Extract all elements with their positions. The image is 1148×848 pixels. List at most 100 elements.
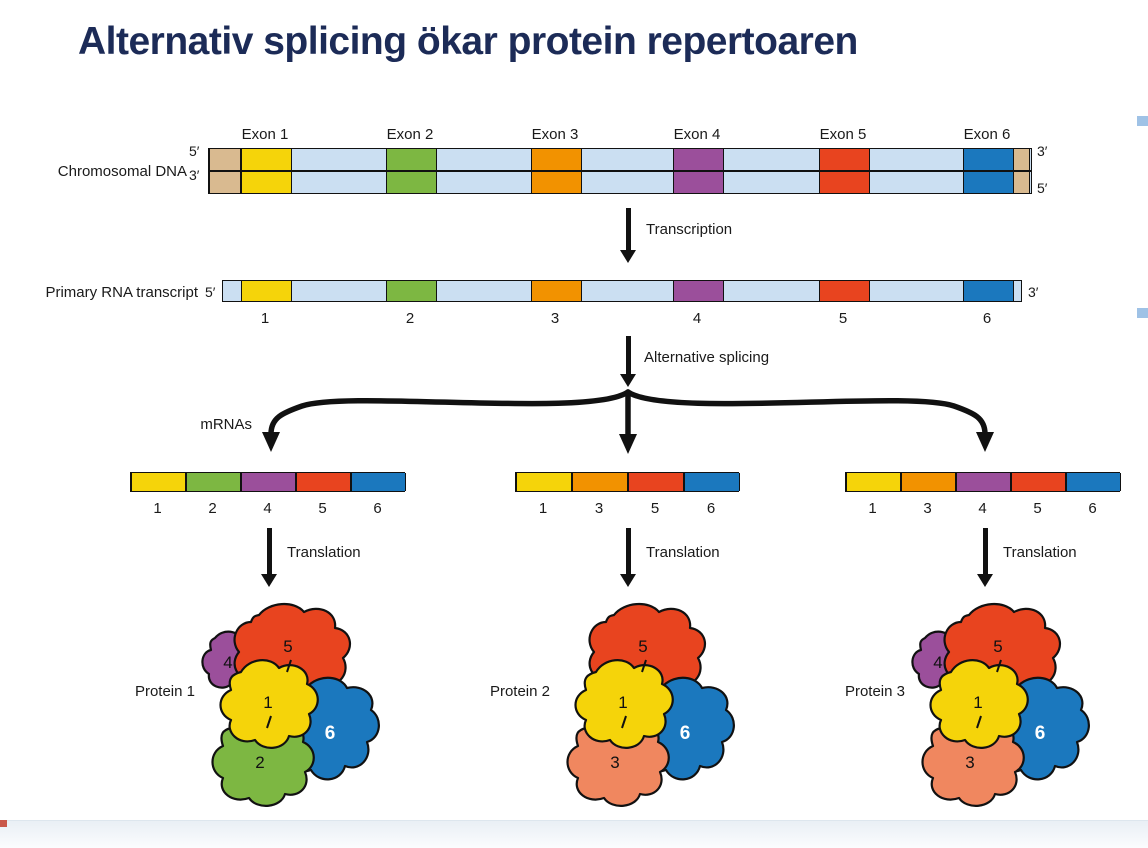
mrna-1-exon-number-5: 5 <box>318 500 327 517</box>
mrna-1-exon-number-4: 4 <box>263 500 272 517</box>
mrna-2-exon-number-5: 5 <box>650 500 660 517</box>
translation-label-1: Translation <box>287 544 361 561</box>
mrna-bar-1 <box>130 472 406 492</box>
rna-exon-4 <box>672 281 724 301</box>
protein-3-subunit-number-5: 5 <box>993 637 1002 656</box>
mrna-3-exon-number-6: 6 <box>1088 500 1097 517</box>
translation-label-2: Translation <box>646 544 720 561</box>
mrna-3-exon-number-3: 3 <box>923 500 932 517</box>
protein-2-subunit-number-1: 1 <box>618 693 627 712</box>
exon-label-5: Exon 5 <box>819 126 867 143</box>
rna-exon-number-4: 4 <box>692 310 702 327</box>
branch-left-arrowhead <box>262 432 280 452</box>
transcription-label: Transcription <box>646 221 733 238</box>
protein-2-subunit-1 <box>574 659 674 749</box>
protein-1-subunit-1 <box>219 659 319 749</box>
protein-2-crease-mark-5 <box>641 659 647 673</box>
protein-3-crease-mark-5 <box>996 659 1002 673</box>
mrnas-label: mRNAs <box>200 416 252 433</box>
dna-left-5prime-label: 5′ <box>189 143 200 159</box>
protein-3-label: Protein 3 <box>844 683 905 700</box>
mrna-1-exon-number-6: 6 <box>373 500 382 517</box>
protein-2-subunit-number-6: 6 <box>680 723 691 744</box>
mrna-1-exon-1 <box>131 473 186 491</box>
branch-right-arrowhead <box>976 432 994 452</box>
scrollbar-marker-top[interactable] <box>1137 116 1148 126</box>
translation-arrow-3 <box>983 528 988 574</box>
mrna-1-exon-4 <box>241 473 296 491</box>
exon-label-4: Exon 4 <box>673 126 721 143</box>
protein-3-subunit-number-1: 1 <box>973 693 982 712</box>
mrna-3-exon-3 <box>901 473 956 491</box>
mrna-1-exon-number-1: 1 <box>153 500 162 517</box>
branch-left-curve <box>268 389 631 437</box>
mrna-1-exon-number-2: 2 <box>208 500 217 517</box>
rna-exon-3 <box>530 281 582 301</box>
mrna-3-exon-4 <box>956 473 1011 491</box>
protein-1-label: Protein 1 <box>134 683 195 700</box>
rna-left-5prime-label: 5′ <box>205 284 216 300</box>
dna-strand-divider <box>209 170 1031 172</box>
mrna-bar-3 <box>845 472 1121 492</box>
protein-1-subunit-number-1: 1 <box>263 693 272 712</box>
protein-1-crease-mark-1 <box>266 715 272 729</box>
protein-3-subunit-number-4: 4 <box>933 653 942 672</box>
mrna-2-exon-6 <box>684 473 740 491</box>
protein-1-subunit-number-4: 4 <box>223 653 232 672</box>
protein-2-crease-mark-1 <box>621 715 627 729</box>
splice-branch-arrows <box>262 389 994 454</box>
mrna-bar-2 <box>515 472 740 492</box>
rna-right-3prime-label: 3′ <box>1028 284 1039 300</box>
rna-exon-1 <box>240 281 292 301</box>
mrna-3-exon-number-1: 1 <box>868 500 877 517</box>
rna-row-label: Primary RNA transcript <box>45 284 198 301</box>
rna-exon-number-2: 2 <box>405 310 415 327</box>
translation-label-3: Translation <box>1003 544 1077 561</box>
mrna-3-exon-number-5: 5 <box>1033 500 1042 517</box>
protein-3-subunit-1 <box>929 659 1029 749</box>
protein-3-subunit-number-3: 3 <box>965 753 974 772</box>
chromosomal-dna-bar <box>208 148 1032 194</box>
protein-3-crease-mark-1 <box>976 715 982 729</box>
protein-1-graphic: 4 5 6 2 1 <box>165 598 395 813</box>
mrna-2-exon-5 <box>628 473 684 491</box>
translation-arrow-1 <box>267 528 272 574</box>
mrna-3-exon-6 <box>1066 473 1121 491</box>
mrna-3-exon-1 <box>846 473 901 491</box>
scrollbar-marker-bottom[interactable] <box>1137 308 1148 318</box>
protein-2-label: Protein 2 <box>489 683 550 700</box>
mrna-2-exon-number-3: 3 <box>594 500 604 517</box>
slide-title: Alternativ splicing ökar protein reperto… <box>78 20 858 63</box>
rna-exon-2 <box>385 281 437 301</box>
rna-exon-number-6: 6 <box>982 310 992 327</box>
branch-center-arrowhead <box>619 434 637 454</box>
protein-1-subunit-number-6: 6 <box>325 723 336 744</box>
dna-left-3prime-label: 3′ <box>189 167 200 183</box>
rna-exon-number-1: 1 <box>260 310 270 327</box>
mrna-2-exon-3 <box>572 473 628 491</box>
alternative-splicing-label: Alternative splicing <box>644 349 770 366</box>
protein-3-graphic: 4 5 6 3 1 <box>875 598 1105 813</box>
protein-3-subunit-number-6: 6 <box>1035 723 1046 744</box>
exon-label-3: Exon 3 <box>531 126 579 143</box>
dna-right-3prime-label: 3′ <box>1037 143 1048 159</box>
exon-label-6: Exon 6 <box>963 126 1011 143</box>
bottom-band-accent <box>0 820 7 827</box>
primary-rna-bar <box>222 280 1022 302</box>
alternative-splicing-arrow <box>626 336 631 374</box>
rna-exon-5 <box>818 281 870 301</box>
exon-label-2: Exon 2 <box>386 126 434 143</box>
dna-row-label: Chromosomal DNA <box>57 163 187 180</box>
rna-exon-number-3: 3 <box>550 310 560 327</box>
mrna-3-exon-5 <box>1011 473 1066 491</box>
protein-2-subunit-number-3: 3 <box>610 753 619 772</box>
mrna-1-exon-5 <box>296 473 351 491</box>
protein-2-graphic: 5 6 3 1 <box>520 598 750 813</box>
mrna-1-exon-2 <box>186 473 241 491</box>
translation-arrow-2 <box>626 528 631 574</box>
protein-2-subunit-number-5: 5 <box>638 637 647 656</box>
bottom-band <box>0 820 1148 848</box>
mrna-2-exon-number-1: 1 <box>538 500 548 517</box>
mrna-1-exon-6 <box>351 473 406 491</box>
